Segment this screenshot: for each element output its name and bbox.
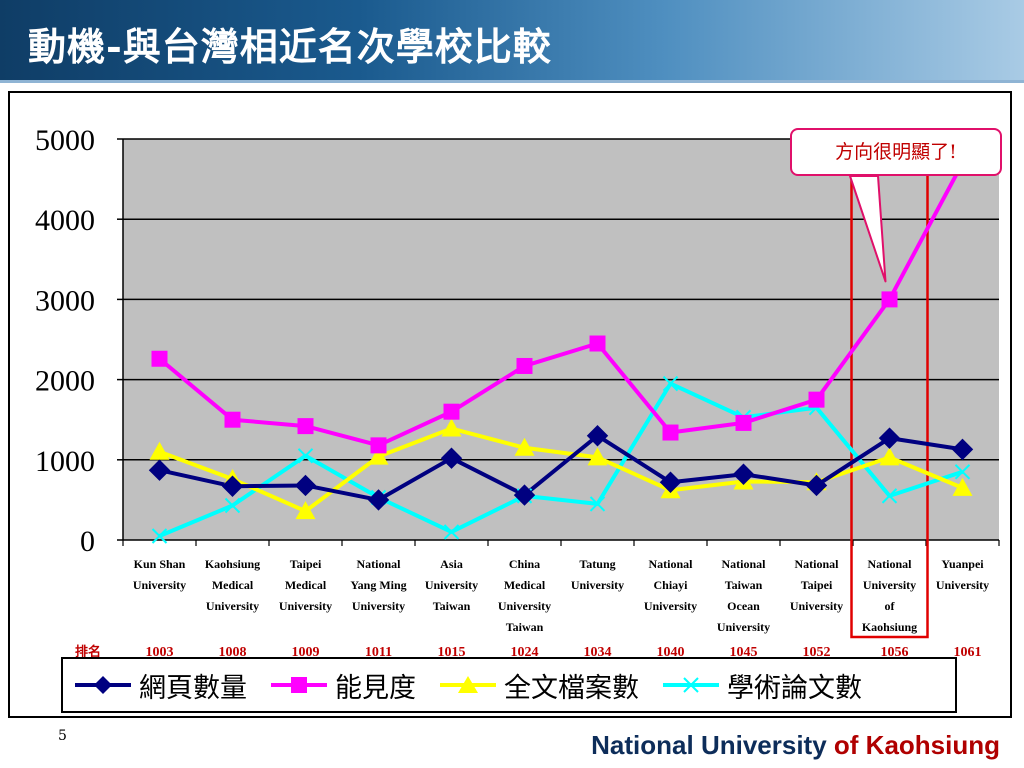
rank-value: 1011	[365, 645, 392, 660]
data-point	[149, 441, 170, 460]
callout-box: 方向很明顯了!	[790, 128, 1002, 176]
data-point	[368, 446, 389, 465]
x-tick-label: Taipei Medical University	[279, 557, 332, 613]
data-point	[148, 459, 171, 481]
data-point	[589, 496, 606, 512]
x-tick-label: Kun Shan University	[133, 557, 186, 592]
legend-swatch	[271, 677, 327, 693]
data-point	[440, 447, 463, 469]
data-point	[370, 437, 387, 454]
data-point	[297, 448, 314, 464]
page-number: 5	[58, 728, 67, 744]
rank-value: 1056	[881, 645, 909, 660]
x-tick-label: National University of Kaohsiung	[862, 557, 917, 634]
data-point	[589, 335, 606, 352]
data-point	[879, 447, 900, 466]
y-tick-label: 1000	[35, 445, 95, 478]
callout-pointer	[849, 175, 887, 283]
data-point	[732, 463, 755, 485]
data-point	[294, 474, 317, 497]
x-tick-label: Yuanpei University	[936, 557, 989, 592]
y-tick-label: 3000	[35, 284, 95, 317]
x-tick-label: Kaohsiung Medical University	[205, 557, 260, 613]
footer-accent: of Kaohsiung	[833, 730, 1000, 760]
x-tick-label: Asia University Taiwan	[425, 557, 478, 613]
legend-label: 學術論文數	[727, 672, 862, 704]
x-tick-label: National Taiwan Ocean University	[717, 557, 770, 634]
data-point	[151, 528, 168, 544]
chart-legend: 網頁數量 能見度 全文檔案數 學術論文數	[61, 657, 957, 713]
rank-value: 1015	[438, 645, 466, 660]
rank-row-label: 排名	[75, 644, 101, 660]
plot-area	[123, 139, 999, 540]
x-tick-label: Tatung University	[571, 557, 624, 592]
rank-value: 1040	[657, 645, 685, 660]
y-tick-label: 0	[80, 525, 95, 558]
data-point	[662, 375, 679, 392]
data-point	[295, 501, 316, 520]
rank-value: 1024	[511, 645, 539, 660]
rank-value: 1045	[730, 645, 758, 660]
data-point	[952, 477, 973, 496]
x-tick-label: China Medical University Taiwan	[498, 557, 551, 634]
data-point	[516, 357, 533, 374]
data-point	[297, 418, 314, 435]
data-point	[224, 411, 241, 428]
data-point	[514, 437, 535, 456]
data-point	[659, 471, 682, 493]
data-point	[662, 424, 679, 441]
legend-label: 全文檔案數	[504, 672, 639, 704]
legend-label: 網頁數量	[139, 672, 247, 704]
data-point	[513, 484, 536, 506]
data-point	[151, 350, 168, 367]
title-bar-underline	[0, 80, 1024, 83]
rank-value: 1034	[584, 645, 612, 660]
slide-title: 動機-與台灣相近名次學校比較	[28, 24, 552, 69]
data-point	[954, 464, 971, 480]
y-tick-label: 4000	[35, 204, 95, 237]
rank-value: 1009	[292, 645, 320, 660]
footer-brand: National University of Kaohsiung	[591, 730, 1000, 761]
x-tick-label: National Yang Ming University	[350, 557, 406, 613]
data-point	[443, 403, 460, 420]
data-point	[808, 391, 825, 408]
footer-main: National University	[591, 730, 827, 760]
title-bar	[0, 0, 1024, 80]
x-tick-label: National Chiayi University	[644, 557, 697, 613]
legend-swatch	[663, 677, 719, 693]
legend-swatch	[75, 676, 131, 694]
data-point	[881, 488, 898, 504]
legend-item: 學術論文數	[661, 666, 862, 705]
data-point	[878, 427, 901, 449]
series-line-2	[158, 162, 965, 448]
rank-value: 1003	[146, 645, 174, 660]
series-line-1	[159, 433, 963, 502]
data-point	[951, 438, 974, 461]
rank-value: 1061	[954, 645, 982, 660]
data-point	[221, 475, 244, 497]
legend-item: 網頁數量	[73, 666, 247, 705]
data-point	[735, 414, 752, 431]
legend-swatch	[440, 676, 496, 693]
y-tick-label: 2000	[35, 365, 95, 398]
data-point	[587, 447, 608, 466]
y-tick-label: 5000	[35, 124, 95, 157]
data-point	[881, 291, 898, 308]
data-point	[224, 497, 241, 514]
data-point	[443, 524, 460, 540]
legend-item: 全文檔案數	[438, 666, 639, 705]
data-point	[367, 489, 390, 511]
rank-value: 1052	[803, 645, 831, 660]
rank-value: 1008	[219, 645, 247, 660]
data-point	[586, 425, 609, 447]
x-tick-label: National Taipei University	[790, 557, 843, 613]
legend-item: 能見度	[269, 666, 416, 705]
data-point	[805, 474, 828, 497]
data-point	[441, 418, 462, 437]
legend-label: 能見度	[335, 672, 416, 704]
series-line-4	[158, 381, 964, 538]
